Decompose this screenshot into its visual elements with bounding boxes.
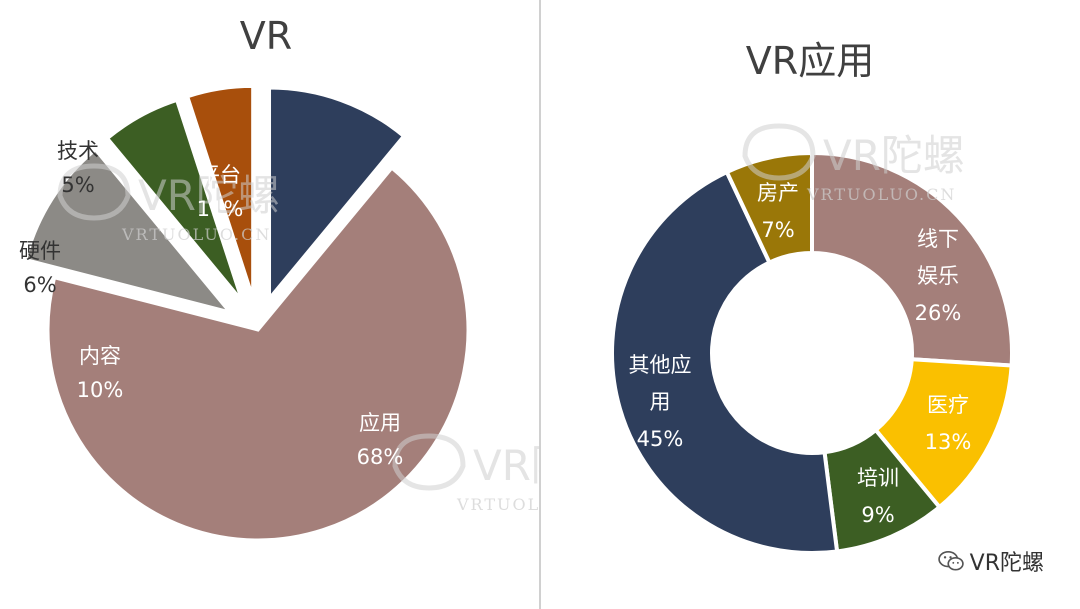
chart-divider — [539, 0, 541, 609]
watermark-brand: VR陀螺 — [138, 171, 280, 220]
donut-label-4-2: 用 — [650, 390, 671, 414]
pie-slice-1 — [268, 86, 406, 303]
watermark-logo-icon — [57, 163, 131, 221]
footer-brand: VR陀螺 — [937, 545, 1044, 577]
watermark-site: VRTUOLUO.CN — [806, 185, 956, 204]
pie-slice-2 — [46, 166, 470, 542]
watermark-3: VR陀螺 VRTUOLUO.CN — [742, 123, 965, 204]
watermark-logo-icon — [392, 433, 466, 491]
pie-slice-4 — [105, 98, 244, 302]
donut-label-1-1: 线下 — [917, 227, 959, 251]
donut-label-4-1: 其他应 — [629, 353, 692, 377]
pie-slice-5 — [185, 84, 255, 297]
pie-slice-3 — [24, 147, 234, 315]
wechat-icon — [937, 551, 964, 571]
watermark-brand: VR陀螺 — [473, 441, 540, 490]
slice-label-2: 应用 — [359, 411, 401, 435]
donut-label-5-1: 房产 — [757, 181, 799, 205]
donut-value-1: 26% — [915, 301, 962, 325]
watermark-1: VR陀螺 VRTUOLUO.CN — [57, 163, 280, 244]
chart-title-vr-app: VR应用 — [745, 39, 875, 83]
slice-value-4: 6% — [23, 273, 56, 297]
slice-value-3: 10% — [77, 378, 124, 402]
donut-slice-4 — [610, 169, 840, 555]
slice-label-5: 技术 — [57, 139, 99, 163]
donut-slice-1 — [810, 150, 1014, 368]
slice-value-5: 5% — [61, 173, 94, 197]
watermark-2: VR陀螺 VRTUOLUO.CN — [392, 433, 540, 514]
slice-label-4: 硬件 — [19, 239, 61, 263]
watermark-logo-icon — [742, 123, 816, 181]
footer-text: VR陀螺 — [969, 551, 1044, 576]
watermark-site: VRTUOLUO.CN — [121, 225, 271, 244]
donut-value-5: 7% — [761, 218, 794, 242]
watermark-brand: VR陀螺 — [823, 131, 965, 180]
donut-label-3-1: 培训 — [857, 466, 899, 490]
slice-label-3: 内容 — [79, 344, 121, 368]
donut-value-2: 13% — [925, 430, 972, 454]
pie-chart-vr: VR陀螺 VRTUOLUO.CN VR陀螺 VRTUOLUO.CN 平台 11% 应用 68%… — [19, 84, 540, 542]
slice-value-1: 11% — [197, 197, 244, 221]
slice-label-1: 平台 — [199, 163, 241, 187]
donut-label-2-1: 医疗 — [927, 393, 969, 417]
donut-value-4: 45% — [637, 427, 684, 451]
chart-title-vr: VR — [239, 14, 293, 58]
donut-label-1-2: 娱乐 — [917, 264, 959, 288]
donut-value-3: 9% — [861, 503, 894, 527]
watermark-site: VRTUOLUO.CN — [456, 495, 540, 514]
slice-value-2: 68% — [357, 445, 404, 469]
